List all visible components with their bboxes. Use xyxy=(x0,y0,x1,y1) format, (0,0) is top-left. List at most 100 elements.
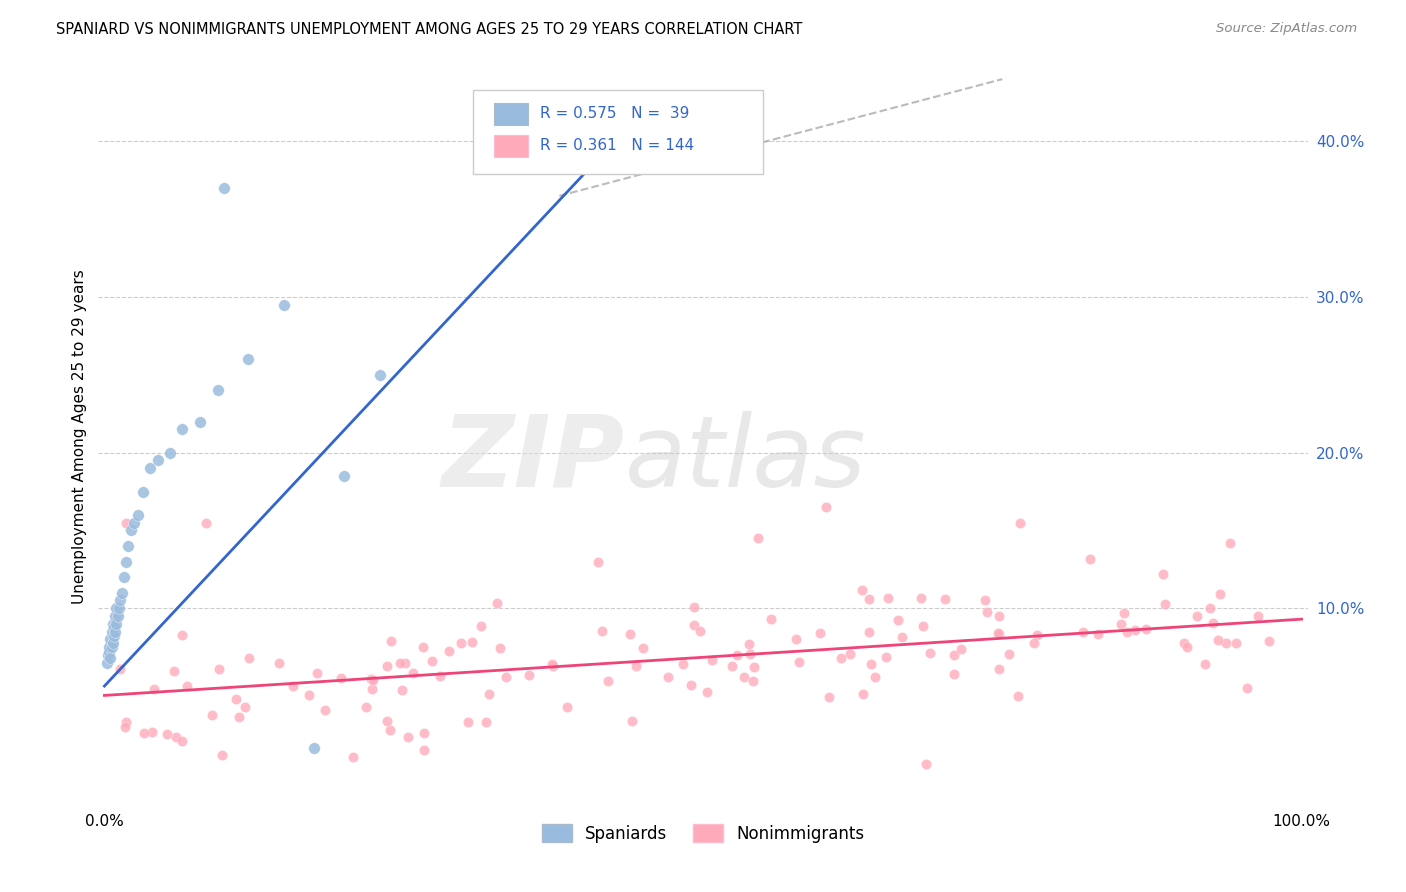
Nonimmigrants xyxy=(657,670,679,684)
Spaniards xyxy=(273,298,295,312)
Nonimmigrants xyxy=(1258,634,1281,648)
Nonimmigrants xyxy=(858,625,880,640)
Nonimmigrants xyxy=(1007,689,1029,703)
Nonimmigrants xyxy=(683,618,706,632)
Nonimmigrants xyxy=(361,673,384,688)
Nonimmigrants xyxy=(747,531,769,545)
Nonimmigrants xyxy=(361,681,384,696)
Nonimmigrants xyxy=(1215,636,1237,650)
Nonimmigrants xyxy=(1247,609,1270,624)
Nonimmigrants xyxy=(163,664,186,678)
Spaniards xyxy=(101,635,124,649)
Nonimmigrants xyxy=(391,683,413,698)
Nonimmigrants xyxy=(1087,627,1109,641)
Spaniards xyxy=(120,524,142,538)
Nonimmigrants xyxy=(721,659,744,673)
Nonimmigrants xyxy=(689,624,711,638)
Spaniards xyxy=(212,181,235,195)
Nonimmigrants xyxy=(1152,567,1174,582)
Nonimmigrants xyxy=(517,668,540,682)
Nonimmigrants xyxy=(808,626,831,640)
Nonimmigrants xyxy=(851,582,873,597)
Nonimmigrants xyxy=(1115,624,1137,639)
Nonimmigrants xyxy=(461,635,484,649)
Nonimmigrants xyxy=(211,747,233,762)
Nonimmigrants xyxy=(380,634,402,648)
Nonimmigrants xyxy=(305,665,328,680)
Nonimmigrants xyxy=(172,628,194,642)
Nonimmigrants xyxy=(155,727,177,741)
Nonimmigrants xyxy=(915,756,938,771)
Spaniards xyxy=(100,632,122,647)
Nonimmigrants xyxy=(228,710,250,724)
Nonimmigrants xyxy=(388,656,411,670)
Nonimmigrants xyxy=(911,619,934,633)
Spaniards xyxy=(103,620,125,634)
Spaniards xyxy=(124,516,146,530)
Nonimmigrants xyxy=(852,687,875,701)
Nonimmigrants xyxy=(412,725,434,739)
Text: SPANIARD VS NONIMMIGRANTS UNEMPLOYMENT AMONG AGES 25 TO 29 YEARS CORRELATION CHA: SPANIARD VS NONIMMIGRANTS UNEMPLOYMENT A… xyxy=(56,22,803,37)
Nonimmigrants xyxy=(875,649,897,664)
Spaniards xyxy=(172,422,194,436)
FancyBboxPatch shape xyxy=(474,90,763,174)
Nonimmigrants xyxy=(591,624,613,639)
Nonimmigrants xyxy=(738,637,761,651)
Nonimmigrants xyxy=(700,653,723,667)
Nonimmigrants xyxy=(696,684,718,698)
Nonimmigrants xyxy=(375,658,398,673)
Nonimmigrants xyxy=(1123,623,1146,637)
Spaniards xyxy=(302,741,325,756)
Spaniards xyxy=(115,555,138,569)
Nonimmigrants xyxy=(997,647,1019,661)
Nonimmigrants xyxy=(439,643,461,657)
Spaniards xyxy=(103,629,125,643)
Nonimmigrants xyxy=(541,659,564,673)
Nonimmigrants xyxy=(910,591,932,606)
Legend: Spaniards, Nonimmigrants: Spaniards, Nonimmigrants xyxy=(536,817,870,849)
Nonimmigrants xyxy=(987,626,1010,640)
Nonimmigrants xyxy=(108,662,131,676)
Nonimmigrants xyxy=(115,714,138,729)
Spaniards xyxy=(159,445,181,459)
Nonimmigrants xyxy=(233,700,256,714)
Spaniards xyxy=(104,624,127,639)
Nonimmigrants xyxy=(1206,632,1229,647)
Nonimmigrants xyxy=(356,700,378,714)
Nonimmigrants xyxy=(950,641,973,656)
Nonimmigrants xyxy=(360,672,382,686)
Spaniards xyxy=(98,640,121,655)
Nonimmigrants xyxy=(114,720,136,734)
Nonimmigrants xyxy=(891,630,914,644)
Nonimmigrants xyxy=(238,650,260,665)
Nonimmigrants xyxy=(470,619,492,633)
Nonimmigrants xyxy=(877,591,900,605)
Nonimmigrants xyxy=(172,734,194,748)
Spaniards xyxy=(111,585,134,599)
Nonimmigrants xyxy=(143,682,166,697)
Nonimmigrants xyxy=(1219,536,1241,550)
Nonimmigrants xyxy=(329,671,352,685)
Nonimmigrants xyxy=(208,662,231,676)
Spaniards xyxy=(139,461,162,475)
Nonimmigrants xyxy=(555,699,578,714)
Nonimmigrants xyxy=(838,647,860,661)
Nonimmigrants xyxy=(450,635,472,649)
Nonimmigrants xyxy=(1202,615,1225,630)
Nonimmigrants xyxy=(401,665,423,680)
Spaniards xyxy=(98,645,121,659)
Nonimmigrants xyxy=(858,592,880,607)
Text: atlas: atlas xyxy=(624,410,866,508)
Nonimmigrants xyxy=(495,670,517,684)
Nonimmigrants xyxy=(429,669,451,683)
Nonimmigrants xyxy=(1187,608,1209,623)
Nonimmigrants xyxy=(759,612,782,626)
Nonimmigrants xyxy=(619,627,641,641)
Nonimmigrants xyxy=(1154,597,1177,611)
Spaniards xyxy=(104,609,127,624)
Spaniards xyxy=(132,484,155,499)
Nonimmigrants xyxy=(987,608,1010,623)
Nonimmigrants xyxy=(1080,552,1102,566)
Text: Source: ZipAtlas.com: Source: ZipAtlas.com xyxy=(1216,22,1357,36)
Nonimmigrants xyxy=(887,613,910,627)
